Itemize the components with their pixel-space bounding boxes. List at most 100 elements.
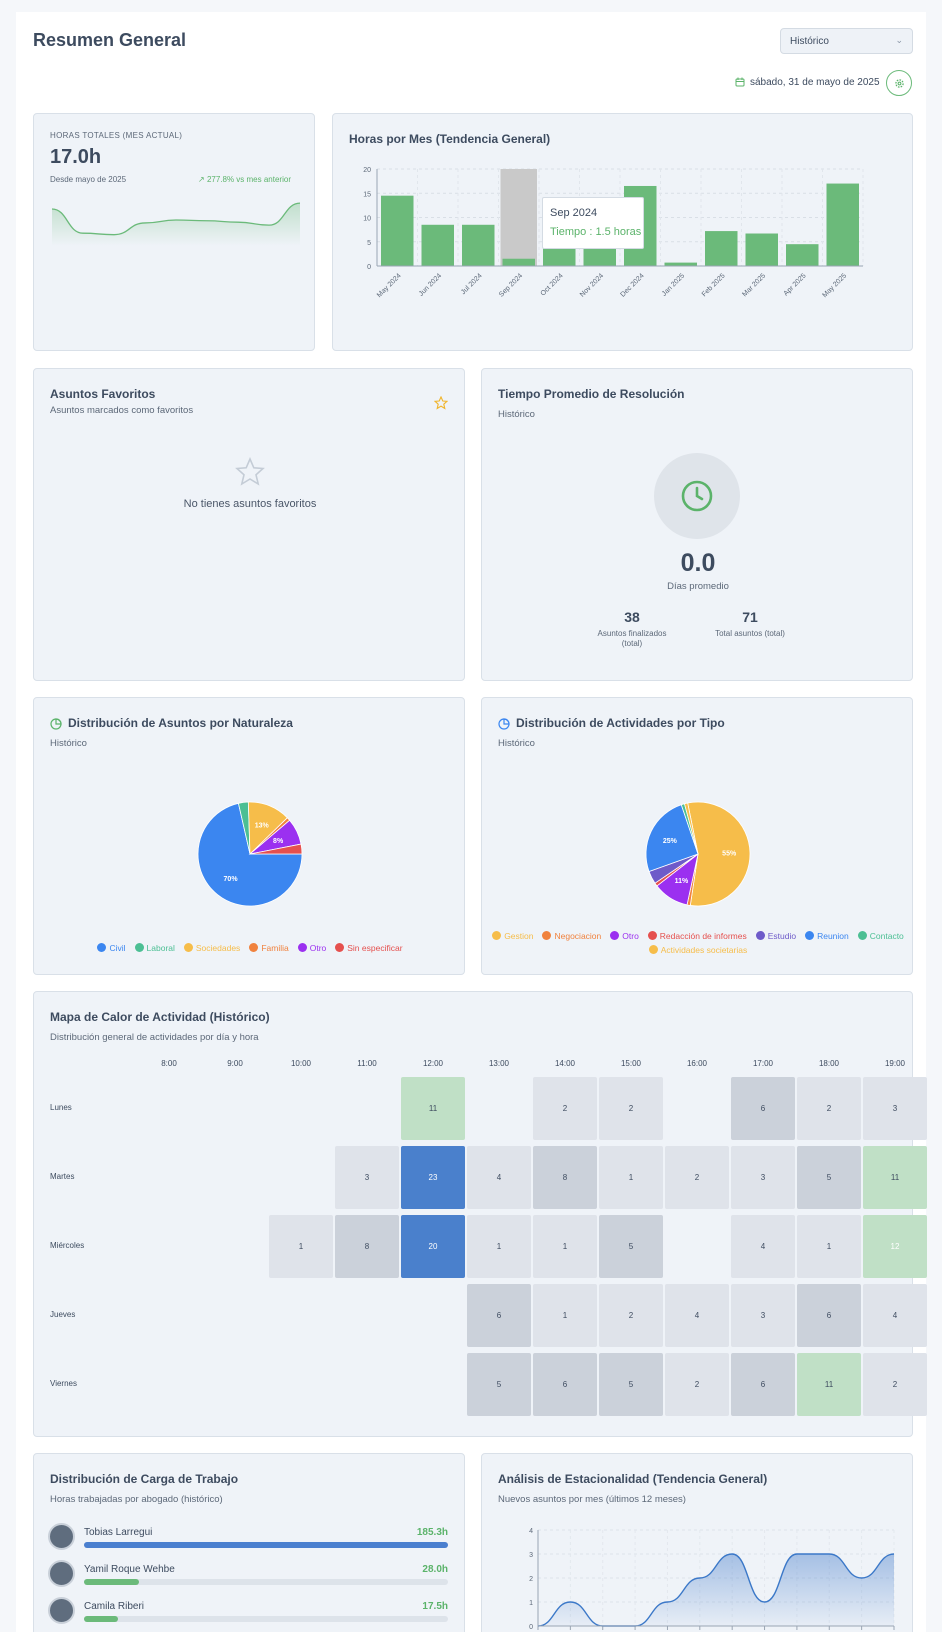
heatmap-hour-label: 19:00: [884, 1059, 906, 1068]
heatmap-cell[interactable]: 4: [863, 1284, 927, 1347]
legend-item[interactable]: Redacción de informes: [647, 931, 747, 941]
y-tick-label: 5: [367, 240, 371, 247]
workload-bar-track: [84, 1579, 448, 1585]
total-hours-label: HORAS TOTALES (MES ACTUAL): [50, 131, 183, 140]
heatmap-cell[interactable]: 2: [797, 1077, 861, 1140]
finalized-label-2: (total): [621, 639, 643, 648]
legend-dot: [297, 943, 307, 952]
heatmap-hour-label: 12:00: [422, 1059, 444, 1068]
heatmap-cell[interactable]: 6: [533, 1353, 597, 1416]
heatmap-cell[interactable]: 11: [863, 1146, 927, 1209]
heatmap-cell[interactable]: 2: [863, 1353, 927, 1416]
heatmap-cell[interactable]: 1: [533, 1215, 597, 1278]
nature-subtitle: Histórico: [50, 738, 87, 749]
workload-row: Yamil Roque Wehbe 28.0h: [48, 1560, 448, 1588]
seasonality-title: Análisis de Estacionalidad (Tendencia Ge…: [498, 1472, 768, 1486]
heatmap-cell[interactable]: 4: [665, 1284, 729, 1347]
legend-item[interactable]: Estudio: [755, 931, 796, 941]
legend-item[interactable]: Otro: [297, 943, 326, 953]
heatmap-cell[interactable]: 1: [269, 1215, 333, 1278]
legend-item[interactable]: Actividades societarias: [648, 945, 748, 955]
legend-label: Laboral: [146, 943, 175, 953]
workload-row: Camila Riberi 17.5h: [48, 1597, 448, 1625]
total-hours-change-text: 277.8% vs mes anterior: [206, 175, 291, 184]
heatmap-cell[interactable]: 6: [731, 1077, 795, 1140]
legend-item[interactable]: Gestion: [492, 931, 533, 941]
heatmap-hour-label: 16:00: [686, 1059, 708, 1068]
pie-slice: [249, 843, 303, 855]
legend-dot: [610, 931, 620, 940]
heatmap-hour-label: 17:00: [752, 1059, 774, 1068]
heatmap-cell[interactable]: 6: [467, 1284, 531, 1347]
heatmap-cell[interactable]: 5: [599, 1353, 663, 1416]
heatmap-cell[interactable]: 5: [599, 1215, 663, 1278]
legend-item[interactable]: Contacto: [857, 931, 904, 941]
heatmap-cell[interactable]: 3: [863, 1077, 927, 1140]
legend-dot: [492, 931, 502, 940]
heatmap-cell[interactable]: 2: [599, 1284, 663, 1347]
heatmap-cell[interactable]: 2: [665, 1353, 729, 1416]
heatmap-cell[interactable]: 8: [533, 1146, 597, 1209]
heatmap-cell[interactable]: 1: [533, 1284, 597, 1347]
settings-button[interactable]: [886, 70, 912, 96]
heatmap-cell[interactable]: 1: [599, 1146, 663, 1209]
heatmap-cell[interactable]: 1: [467, 1215, 531, 1278]
heatmap-cell[interactable]: 2: [599, 1077, 663, 1140]
legend-item[interactable]: Familia: [249, 943, 289, 953]
heatmap-cell[interactable]: 5: [467, 1353, 531, 1416]
legend-dot: [805, 931, 815, 940]
heatmap-cell[interactable]: 8: [335, 1215, 399, 1278]
avatar: [48, 1597, 75, 1624]
total-hours-since: Desde mayo de 2025: [50, 175, 127, 184]
legend-item[interactable]: Negociacion: [542, 931, 601, 941]
lawyer-hours: 185.3h: [416, 1527, 448, 1538]
legend-item[interactable]: Sociedades: [183, 943, 240, 953]
heatmap-cell[interactable]: 3: [731, 1146, 795, 1209]
heatmap-cell[interactable]: 1: [797, 1215, 861, 1278]
heatmap-cell[interactable]: 4: [731, 1215, 795, 1278]
heatmap-hour-label: 11:00: [357, 1059, 377, 1068]
heatmap-cell[interactable]: 2: [533, 1077, 597, 1140]
heatmap-cell[interactable]: 23: [401, 1146, 465, 1209]
legend-item[interactable]: Otro: [610, 931, 639, 941]
favorites-card: Asuntos Favoritos Asuntos marcados como …: [33, 368, 465, 681]
x-tick-label: May 2025: [821, 272, 848, 299]
total-hours-card: HORAS TOTALES (MES ACTUAL) 17.0h Desde m…: [33, 113, 315, 351]
heatmap-cell[interactable]: 6: [731, 1353, 795, 1416]
pie-data-label: 8%: [273, 838, 284, 845]
bar: [502, 258, 535, 266]
legend-item[interactable]: Laboral: [134, 943, 175, 953]
legend-label: Familia: [261, 943, 289, 953]
monthly-hours-card: Horas por Mes (Tendencia General) 0 5 10 15…: [332, 113, 913, 351]
period-select[interactable]: Histórico ⌄: [780, 28, 913, 54]
total-label: Total asuntos (total): [715, 629, 785, 638]
x-tick-label: Sep 2024: [498, 272, 524, 298]
heatmap-cell[interactable]: 11: [401, 1077, 465, 1140]
y-tick-label: 10: [363, 216, 371, 223]
heatmap-cell[interactable]: 3: [731, 1284, 795, 1347]
heatmap-hour-label: 14:00: [554, 1059, 576, 1068]
legend-item[interactable]: Reunion: [805, 931, 849, 941]
legend-label: Contacto: [869, 931, 904, 941]
activities-title: Distribución de Actividades por Tipo: [516, 716, 725, 730]
heatmap-hour-label: 8:00: [161, 1059, 177, 1068]
heatmap-cell[interactable]: 2: [665, 1146, 729, 1209]
heatmap-day-label: Miércoles: [50, 1241, 85, 1250]
x-tick-label: Feb 2025: [701, 272, 727, 298]
heatmap-cell[interactable]: 11: [797, 1353, 861, 1416]
nature-pie-chart: 70% 13% 8%: [197, 801, 303, 907]
legend-label: Actividades societarias: [660, 945, 748, 955]
heatmap-cell[interactable]: 6: [797, 1284, 861, 1347]
heatmap-cell[interactable]: 4: [467, 1146, 531, 1209]
heatmap-cell[interactable]: 20: [401, 1215, 465, 1278]
bar: [462, 224, 495, 266]
legend-dot: [648, 945, 658, 954]
legend-item[interactable]: Sin especificar: [335, 943, 403, 953]
y-tick-label: 1: [529, 1600, 533, 1607]
legend-item[interactable]: Civil: [97, 943, 126, 953]
x-tick-label: May 2024: [376, 272, 403, 299]
heatmap-cell[interactable]: 3: [335, 1146, 399, 1209]
star-icon[interactable]: [434, 396, 448, 410]
heatmap-cell[interactable]: 12: [863, 1215, 927, 1278]
heatmap-cell[interactable]: 5: [797, 1146, 861, 1209]
